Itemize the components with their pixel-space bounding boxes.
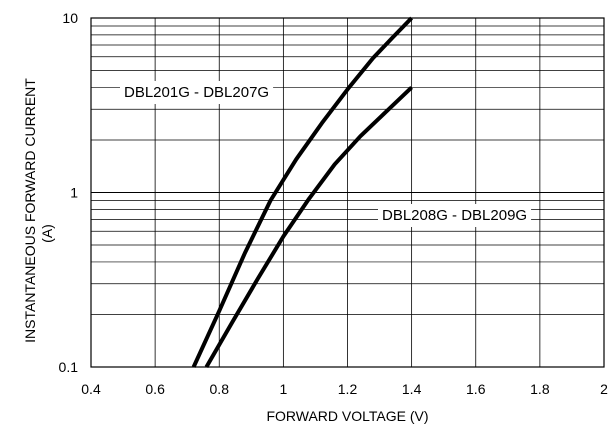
x-tick-label: 0.4 — [81, 381, 101, 397]
x-tick-label: 1.8 — [530, 381, 550, 397]
y-tick-label: 0.1 — [59, 359, 79, 375]
x-tick-labels: 0.4 0.6 0.8 1 1.2 1.4 1.6 1.8 2 — [81, 381, 608, 397]
series-label: DBL208G - DBL209G — [382, 207, 527, 224]
y-axis-label-unit: (A) — [39, 224, 55, 243]
x-tick-label: 0.8 — [210, 381, 230, 397]
grid — [91, 17, 604, 368]
x-tick-label: 2 — [600, 381, 608, 397]
y-tick-label: 10 — [62, 10, 78, 26]
x-tick-label: 1.4 — [402, 381, 422, 397]
series-label-background — [120, 81, 274, 104]
y-axis-label: INSTANTANEOUS FORWARD CURRENT — [22, 78, 38, 343]
series-group — [191, 16, 414, 369]
x-tick-label: 1.6 — [466, 381, 486, 397]
series-label: DBL201G - DBL207G — [124, 84, 269, 101]
x-tick-label: 1 — [279, 381, 287, 397]
series-labels: DBL201G - DBL207G DBL208G - DBL209G — [120, 81, 532, 227]
plot-frame — [90, 17, 605, 368]
series-label-background — [378, 204, 532, 227]
y-tick-label: 1 — [70, 185, 78, 201]
y-tick-labels: 0.1 1 10 — [59, 10, 79, 375]
series-line — [204, 85, 413, 369]
x-tick-label: 0.6 — [145, 381, 165, 397]
x-tick-label: 1.2 — [338, 381, 358, 397]
series-line — [191, 16, 414, 368]
x-axis-label: FORWARD VOLTAGE (V) — [266, 408, 428, 424]
